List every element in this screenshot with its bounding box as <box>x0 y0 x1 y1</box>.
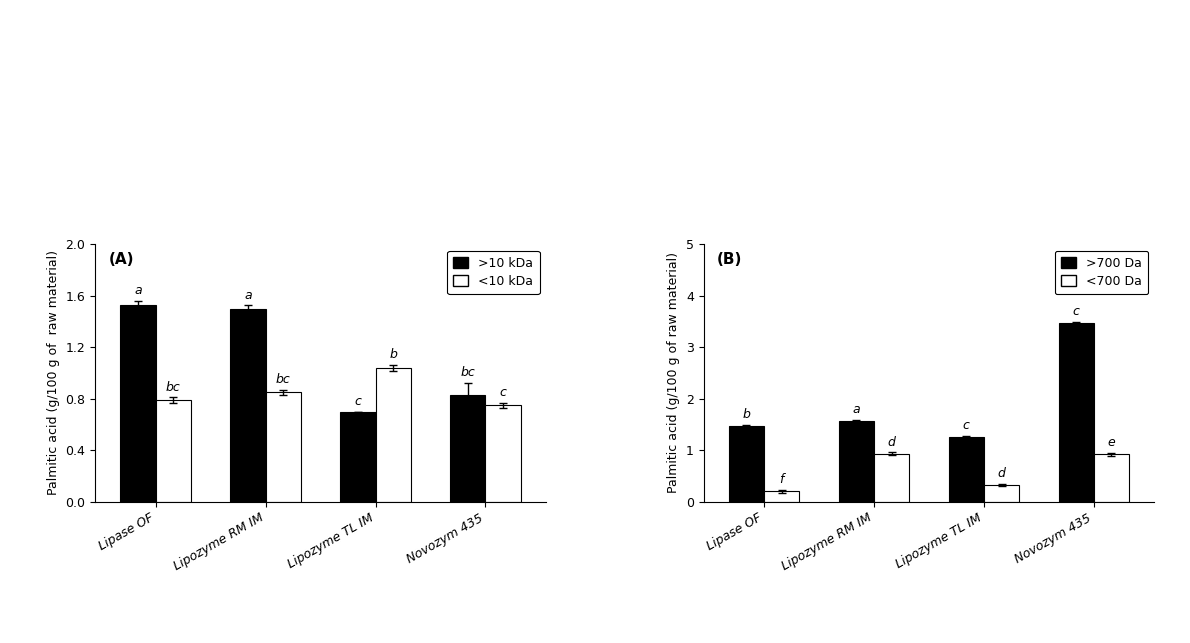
Text: a: a <box>852 403 860 416</box>
Bar <box>340 412 376 502</box>
Bar <box>839 421 873 502</box>
Text: d: d <box>997 467 1006 480</box>
Legend: >10 kDa, <10 kDa: >10 kDa, <10 kDa <box>447 251 539 294</box>
Text: c: c <box>355 395 362 408</box>
Text: f: f <box>779 473 784 486</box>
Bar <box>450 395 486 502</box>
Text: bc: bc <box>461 367 475 379</box>
Bar <box>948 437 984 502</box>
Bar <box>764 491 800 502</box>
Text: d: d <box>888 435 896 449</box>
Text: a: a <box>134 284 142 297</box>
Bar <box>1059 323 1094 502</box>
Text: bc: bc <box>165 381 181 394</box>
Bar <box>1094 454 1129 502</box>
Bar <box>120 305 156 502</box>
Text: c: c <box>1073 305 1079 318</box>
Text: e: e <box>1108 436 1115 449</box>
Y-axis label: Palmitic acid (g/100 g of raw material): Palmitic acid (g/100 g of raw material) <box>668 253 681 493</box>
Bar <box>873 454 909 502</box>
Bar <box>729 426 764 502</box>
Text: b: b <box>743 408 751 421</box>
Text: b: b <box>389 348 397 361</box>
Bar <box>486 405 520 502</box>
Bar <box>231 309 265 502</box>
Bar <box>984 485 1019 502</box>
Text: c: c <box>963 419 970 432</box>
Text: bc: bc <box>276 373 290 386</box>
Text: (B): (B) <box>718 252 743 267</box>
Y-axis label: Palmitic acid (g/100 g of  raw material): Palmitic acid (g/100 g of raw material) <box>46 250 60 496</box>
Text: a: a <box>244 289 252 302</box>
Text: c: c <box>500 386 507 399</box>
Text: (A): (A) <box>108 252 134 267</box>
Bar <box>265 392 301 502</box>
Legend: >700 Da, <700 Da: >700 Da, <700 Da <box>1054 251 1148 294</box>
Bar <box>376 368 411 502</box>
Bar <box>156 400 190 502</box>
